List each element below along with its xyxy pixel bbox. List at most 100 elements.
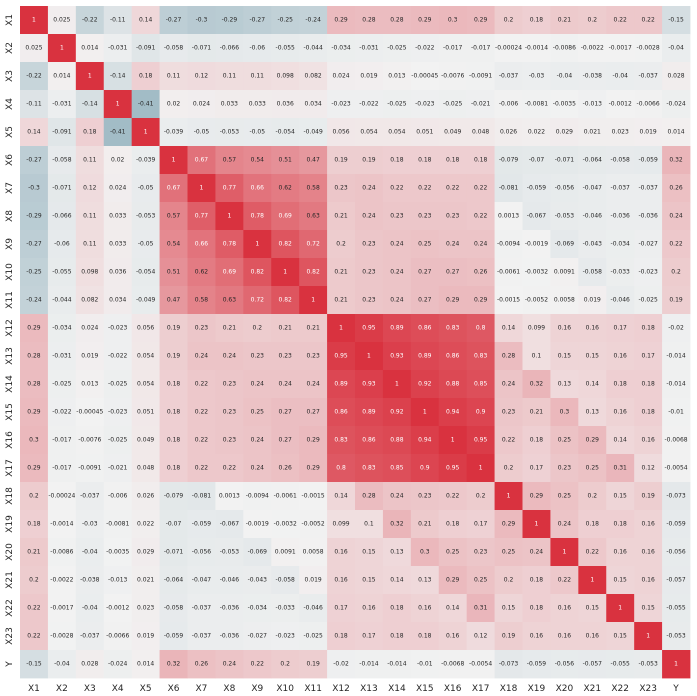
heatmap-cell xyxy=(634,258,663,287)
y-tick-label: X20 xyxy=(5,543,15,561)
heatmap-cell xyxy=(606,230,635,259)
heatmap-cell xyxy=(47,6,77,35)
heatmap-cell xyxy=(662,6,691,35)
cell-value-label: -0.055 xyxy=(52,269,72,276)
heatmap-cell xyxy=(103,258,133,287)
heatmap-cell xyxy=(634,538,663,567)
heatmap-cell xyxy=(159,342,188,371)
heatmap-cell xyxy=(327,622,356,651)
cell-value-label: -0.11 xyxy=(110,17,126,24)
cell-value-label: 0.18 xyxy=(167,381,181,388)
heatmap-cell xyxy=(131,62,160,91)
cell-value-label: 0.21 xyxy=(558,17,572,24)
heatmap-cell xyxy=(299,622,328,651)
heatmap-cell xyxy=(550,174,579,203)
cell-value-label: -0.0035 xyxy=(106,549,129,556)
heatmap-cell xyxy=(131,230,160,259)
heatmap-cell xyxy=(578,118,607,147)
heatmap-cell xyxy=(410,314,440,343)
heatmap-cell xyxy=(522,258,551,287)
heatmap-cell xyxy=(131,398,160,427)
heatmap-cell xyxy=(215,230,244,259)
y-axis-ticks: X1 X2 X3 X4 X5 X6 X7 X8 X9 X10 X11 X12 X13 X14 X15 X16 X… xyxy=(5,14,15,668)
x-tick-label: X1 xyxy=(28,684,40,694)
heatmap-cell xyxy=(634,342,663,371)
cell-value-label: 0.95 xyxy=(474,437,488,444)
heatmap-cell xyxy=(494,594,523,623)
heatmap-cell xyxy=(215,202,244,231)
cell-value-label: 0.89 xyxy=(418,353,432,360)
cell-value-label: 0.29 xyxy=(502,521,516,528)
cell-value-label: 0.88 xyxy=(390,437,404,444)
heatmap-cell xyxy=(159,202,188,231)
heatmap-cell xyxy=(438,258,468,287)
heatmap-cell xyxy=(103,118,133,147)
cell-value-label: 0.54 xyxy=(167,241,181,248)
cell-value-label: 0.95 xyxy=(362,325,376,332)
heatmap-cell xyxy=(438,622,468,651)
cell-value-label: -0.01 xyxy=(668,409,684,416)
cell-value-label: 1 xyxy=(88,73,92,80)
cell-value-label: 0.16 xyxy=(558,325,572,332)
cell-value-label: -0.046 xyxy=(611,297,631,304)
heatmap-cell xyxy=(215,622,244,651)
x-tick-label: X6 xyxy=(168,684,180,694)
heatmap-cell xyxy=(299,538,328,567)
cell-value-label: 0.029 xyxy=(556,129,573,136)
heatmap-cell xyxy=(103,62,133,91)
heatmap-cell xyxy=(103,370,133,399)
x-tick-label: X21 xyxy=(583,684,601,694)
heatmap-cell xyxy=(47,202,77,231)
heatmap-cell xyxy=(355,6,384,35)
heatmap-cell xyxy=(103,90,133,119)
cell-value-label: 0.24 xyxy=(251,465,265,472)
cell-value-label: 0.29 xyxy=(27,325,41,332)
cell-value-label: -0.0022 xyxy=(581,45,604,52)
cell-value-label: 0.16 xyxy=(418,605,432,612)
heatmap-cell xyxy=(466,314,495,343)
cell-value-label: 0.28 xyxy=(362,493,376,500)
heatmap-cell xyxy=(382,482,412,511)
cell-value-label: 0.19 xyxy=(306,661,320,668)
heatmap-cell xyxy=(466,90,495,119)
heatmap-cell xyxy=(438,230,468,259)
cell-value-label: 0.16 xyxy=(614,549,628,556)
cell-value-label: -0.067 xyxy=(220,521,240,528)
heatmap-cell xyxy=(327,230,356,259)
heatmap-cell xyxy=(103,34,133,63)
cell-value-label: 0.92 xyxy=(418,381,432,388)
heatmap-cell xyxy=(662,62,691,91)
heatmap-cell xyxy=(382,370,412,399)
cell-value-label: 1 xyxy=(507,493,511,500)
cell-value-label: -0.07 xyxy=(529,157,545,164)
cell-value-label: -0.006 xyxy=(499,101,519,108)
cell-value-label: -0.05 xyxy=(194,129,210,136)
cell-value-label: 0.29 xyxy=(27,465,41,472)
cell-value-label: 0.22 xyxy=(502,437,516,444)
heatmap-cell xyxy=(271,90,300,119)
cell-value-label: 0.95 xyxy=(446,465,460,472)
cell-value-label: 1 xyxy=(590,577,594,584)
heatmap-cell xyxy=(634,650,663,679)
heatmap-cell xyxy=(327,146,356,175)
heatmap-cell xyxy=(606,538,635,567)
cell-value-label: 0.2 xyxy=(504,465,514,472)
cell-value-label: -0.025 xyxy=(303,633,323,640)
heatmap-cell xyxy=(159,118,188,147)
heatmap-cell xyxy=(662,314,691,343)
cell-value-label: -0.037 xyxy=(192,605,212,612)
cell-value-label: 0.26 xyxy=(474,269,488,276)
heatmap-cell xyxy=(299,258,328,287)
heatmap-cell xyxy=(75,90,105,119)
cell-value-label: 0.16 xyxy=(334,577,348,584)
heatmap-cell xyxy=(410,398,440,427)
heatmap-cell xyxy=(606,34,635,63)
heatmap-cell xyxy=(215,174,244,203)
heatmap-cell xyxy=(215,62,244,91)
cell-value-label: -0.034 xyxy=(52,325,72,332)
cell-value-label: -0.058 xyxy=(611,157,631,164)
cell-value-label: -0.021 xyxy=(471,101,491,108)
heatmap-cell xyxy=(103,6,133,35)
y-tick-label: X6 xyxy=(5,154,15,166)
cell-value-label: -0.0076 xyxy=(441,73,464,80)
